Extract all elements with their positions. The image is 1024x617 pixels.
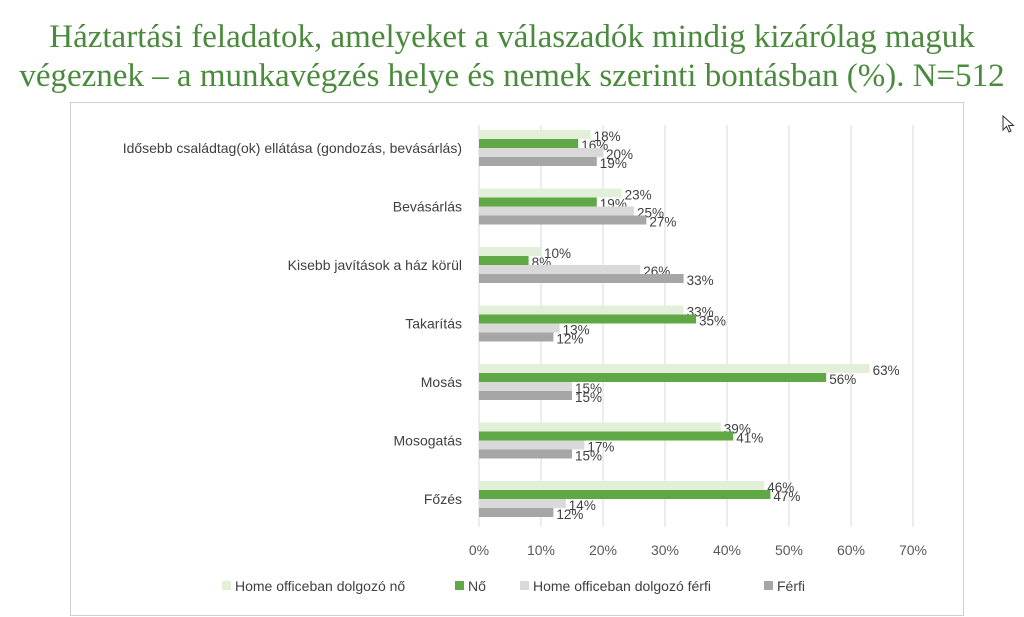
bar [479, 157, 597, 166]
category-label: Bevásárlás [393, 199, 462, 215]
bar [479, 247, 541, 256]
data-label: 12% [556, 332, 583, 347]
data-label: 63% [873, 363, 900, 378]
x-tick-label: 0% [469, 542, 489, 558]
bar [479, 449, 572, 459]
data-label: 15% [575, 381, 602, 396]
data-label: 17% [587, 440, 614, 455]
chart-title: Háztartási feladatok, amelyeket a válasz… [0, 18, 1024, 96]
chart-title-line1: Háztartási feladatok, amelyeket a válasz… [49, 19, 975, 55]
x-tick-label: 40% [713, 542, 741, 558]
x-tick-label: 60% [837, 542, 865, 558]
bar [479, 373, 827, 382]
bar [479, 314, 696, 324]
x-tick-label: 70% [899, 542, 927, 558]
data-label: 13% [563, 323, 590, 338]
bar [479, 364, 870, 373]
bar [479, 215, 647, 225]
bar [479, 481, 765, 490]
data-label: 19% [600, 156, 627, 171]
x-tick-label: 30% [651, 542, 679, 558]
bar [479, 508, 554, 517]
data-label: 47% [773, 489, 800, 504]
bar [479, 305, 684, 315]
category-label: Takarítás [405, 316, 462, 332]
bar [479, 206, 634, 216]
bar [479, 490, 771, 499]
data-label: 18% [594, 129, 621, 144]
data-label: 15% [575, 449, 602, 464]
category-label: Idősebb családtag(ok) ellátása (gondozás… [123, 140, 462, 156]
legend-label: Nő [468, 578, 486, 594]
legend-swatch [520, 581, 529, 590]
bar [479, 323, 560, 333]
legend-label: Home officeban dolgozó nő [235, 578, 405, 594]
bar [479, 256, 529, 265]
bar [479, 197, 597, 207]
data-label: 14% [569, 498, 596, 513]
category-label: Mosás [421, 374, 462, 390]
data-label: 35% [699, 314, 726, 329]
bar [479, 130, 591, 139]
bar [479, 148, 603, 157]
bar [479, 274, 684, 283]
legend-swatch [222, 581, 231, 590]
mouse-cursor-icon [1002, 115, 1015, 133]
x-tick-label: 20% [589, 542, 617, 558]
category-label: Főzés [424, 491, 462, 507]
data-label: 12% [556, 507, 583, 522]
legend-swatch [764, 581, 773, 590]
data-label: 23% [625, 188, 652, 203]
data-label: 33% [687, 273, 714, 288]
data-label: 10% [544, 246, 571, 261]
data-label: 20% [606, 147, 633, 162]
bar [479, 440, 585, 450]
chart-title-line2: végeznek – a munkavégzés helye és nemek … [19, 58, 1005, 94]
legend-label: Férfi [777, 578, 805, 594]
bar [479, 139, 579, 148]
chart-frame [70, 102, 964, 616]
bar [479, 422, 721, 432]
x-tick-label: 10% [527, 542, 555, 558]
bar [479, 431, 734, 441]
data-label: 41% [736, 431, 763, 446]
category-label: Kisebb javítások a ház körül [288, 257, 462, 273]
bar [479, 499, 566, 508]
data-label: 27% [649, 215, 676, 230]
legend-swatch [455, 581, 464, 590]
bar [479, 332, 554, 342]
bar [479, 188, 622, 198]
legend-label: Home officeban dolgozó férfi [533, 578, 711, 594]
bar [479, 391, 572, 400]
data-label: 56% [829, 372, 856, 387]
bar [479, 382, 572, 391]
data-label: 15% [575, 390, 602, 405]
bar [479, 265, 641, 274]
data-label: 46% [767, 480, 794, 495]
category-label: Mosogatás [394, 433, 462, 449]
x-tick-label: 50% [775, 542, 803, 558]
